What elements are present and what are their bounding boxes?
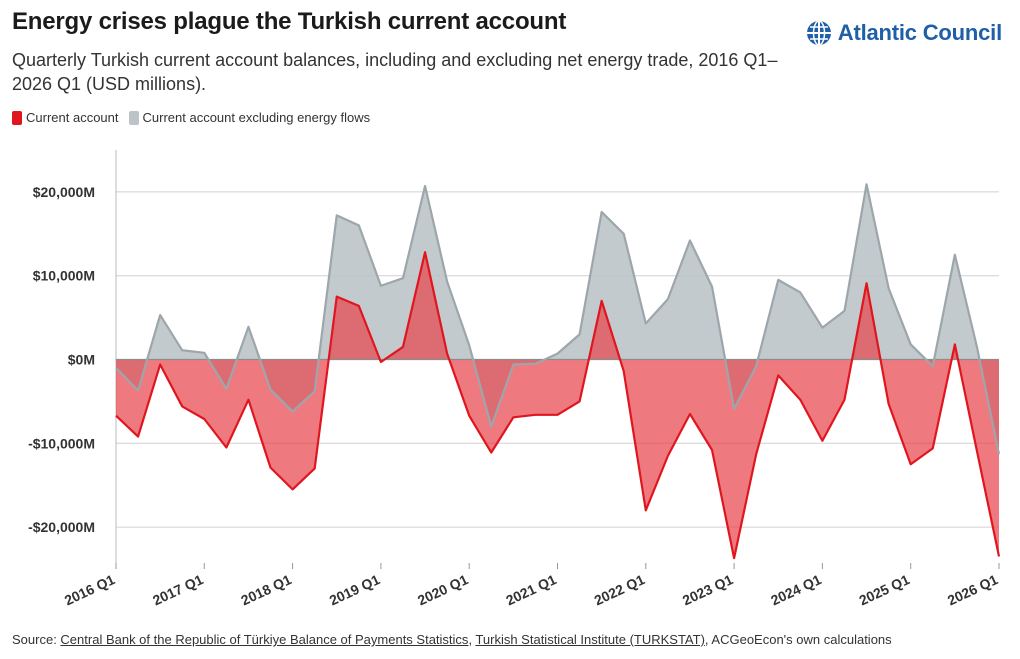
legend-item-excl-energy: Current account excluding energy flows <box>128 110 371 125</box>
y-tick-label: -$10,000M <box>28 435 95 451</box>
legend-swatch-current-account <box>12 110 22 125</box>
y-tick-label: $0M <box>68 352 95 368</box>
source-link-turkstat[interactable]: Turkish Statistical Institute (TURKSTAT) <box>475 632 705 647</box>
source-sep: , <box>468 632 476 647</box>
x-tick-label: 2026 Q1 <box>945 571 1001 608</box>
source-prefix: Source: <box>12 632 61 647</box>
chart-title: Energy crises plague the Turkish current… <box>12 8 567 35</box>
x-tick-label: 2025 Q1 <box>857 571 913 608</box>
x-tick-label: 2024 Q1 <box>768 571 824 608</box>
y-tick-label: $10,000M <box>33 268 95 284</box>
source-note: Source: Central Bank of the Republic of … <box>12 632 892 647</box>
legend-label-excl-energy: Current account excluding energy flows <box>142 110 371 125</box>
source-suffix: , ACGeoEcon's own calculations <box>704 632 892 647</box>
legend-item-current-account: Current account <box>12 110 119 125</box>
x-tick-label: 2017 Q1 <box>150 571 206 608</box>
legend-label-current-account: Current account <box>26 110 119 125</box>
legend-swatch-excl-energy <box>128 110 139 125</box>
brand-logo[interactable]: Atlantic Council <box>806 20 1002 46</box>
legend: Current account Current account excludin… <box>12 110 380 125</box>
source-link-cbrt[interactable]: Central Bank of the Republic of Türkiye … <box>60 632 469 647</box>
series-area-excl-energy <box>116 184 999 455</box>
x-tick-label: 2018 Q1 <box>238 571 294 608</box>
x-tick-label: 2016 Q1 <box>62 571 118 608</box>
x-tick-label: 2020 Q1 <box>415 571 471 608</box>
y-tick-label: -$20,000M <box>28 519 95 535</box>
series-line-current-account <box>115 251 1001 560</box>
x-tick-label: 2023 Q1 <box>680 571 736 608</box>
brand-name: Atlantic Council <box>837 20 1002 45</box>
x-tick-label: 2022 Q1 <box>592 571 648 608</box>
globe-icon <box>806 20 831 46</box>
chart-subtitle: Quarterly Turkish current account balanc… <box>12 50 778 94</box>
series-line-excl-energy <box>115 183 1001 455</box>
series-area-current-account <box>116 252 999 559</box>
y-tick-label: $20,000M <box>33 184 95 200</box>
x-tick-label: 2021 Q1 <box>503 571 559 608</box>
x-tick-label: 2019 Q1 <box>327 571 383 608</box>
